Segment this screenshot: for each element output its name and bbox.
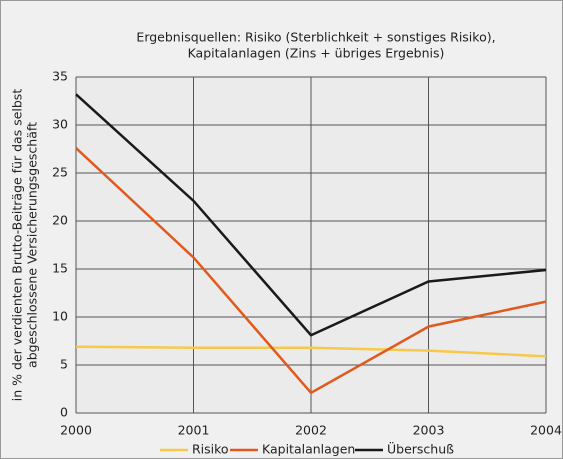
y-tick-label: 30 bbox=[52, 117, 68, 132]
y-tick-label: 15 bbox=[52, 261, 68, 276]
x-tick-label: 2000 bbox=[60, 423, 92, 438]
x-tick-label: 2004 bbox=[530, 423, 562, 438]
y-tick-label: 25 bbox=[52, 165, 68, 180]
series-line bbox=[75, 147, 547, 395]
chart-title: Kapitalanlagen (Zins + übriges Ergebnis) bbox=[188, 46, 445, 61]
y-tick-label: 10 bbox=[52, 309, 68, 324]
legend-label: Risiko bbox=[192, 442, 229, 457]
series-line bbox=[75, 93, 547, 337]
x-tick-label: 2002 bbox=[295, 423, 327, 438]
y-axis-label: abgeschlossene Versicherungsgeschäft bbox=[25, 122, 40, 368]
y-tick-label: 0 bbox=[60, 405, 68, 420]
x-tick-label: 2003 bbox=[413, 423, 445, 438]
y-tick-label: 35 bbox=[52, 69, 68, 84]
y-tick-label: 5 bbox=[60, 357, 68, 372]
chart-title: Ergebnisquellen: Risiko (Sterblichkeit +… bbox=[136, 30, 495, 45]
legend-label: Kapitalanlagen bbox=[262, 442, 355, 457]
series-line bbox=[75, 345, 547, 358]
y-tick-label: 20 bbox=[52, 213, 68, 228]
y-axis-label: in % der verdienten Brutto-Beiträge für … bbox=[10, 89, 25, 402]
x-tick-label: 2001 bbox=[178, 423, 210, 438]
legend-label: Überschuß bbox=[387, 441, 454, 457]
